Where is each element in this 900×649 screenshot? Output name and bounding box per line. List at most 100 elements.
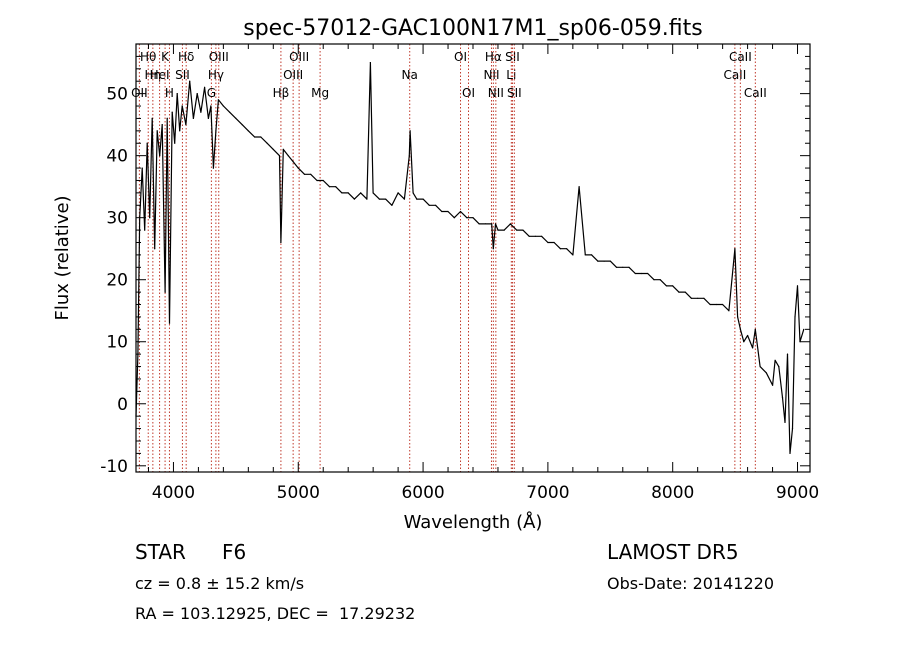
spectrum-point bbox=[678, 291, 680, 293]
line-marker-label: H bbox=[165, 86, 174, 100]
spectrum-point bbox=[141, 167, 143, 169]
spectrum-point bbox=[781, 397, 784, 399]
line-marker-label: OI bbox=[454, 50, 467, 64]
spectrum-point bbox=[492, 248, 494, 250]
spectrum-point bbox=[222, 105, 224, 107]
spectrum-point bbox=[137, 353, 139, 355]
line-marker-label: G bbox=[207, 86, 216, 100]
spectrum-point bbox=[310, 173, 312, 175]
spectrum-point bbox=[441, 210, 443, 213]
x-axis-label: Wavelength (Å) bbox=[404, 511, 543, 533]
spectrum-point bbox=[709, 303, 711, 306]
y-axis-label: Flux (relative) bbox=[52, 195, 73, 320]
spectrum-point bbox=[159, 155, 161, 157]
spectrum-point bbox=[572, 254, 574, 256]
spectrum-point bbox=[391, 204, 393, 206]
spectrum-point bbox=[280, 241, 282, 244]
spectrum-point bbox=[541, 235, 543, 237]
spectrum-point bbox=[378, 198, 380, 200]
spectrum-point bbox=[634, 272, 636, 275]
spectrum-point bbox=[799, 341, 801, 343]
coordinates-text: RA = 103.12925, DEC = 17.29232 bbox=[135, 604, 416, 623]
x-tick-label: 9000 bbox=[776, 483, 819, 503]
spectrum-point bbox=[752, 347, 754, 349]
spectrum-point bbox=[453, 217, 455, 219]
spectrum-point bbox=[615, 266, 618, 268]
line-marker-label: Hγ bbox=[208, 68, 224, 82]
spectrum-point bbox=[697, 297, 699, 299]
line-marker-label: SII bbox=[507, 86, 522, 100]
spectrum-point bbox=[435, 204, 437, 206]
line-marker-label: OI bbox=[462, 86, 475, 100]
spectrum-point bbox=[174, 142, 176, 144]
object-subclass: F6 bbox=[222, 540, 247, 564]
spectrum-point bbox=[154, 248, 156, 250]
spectrum-point bbox=[416, 198, 418, 200]
spectrum-point bbox=[786, 353, 789, 355]
spectrum-line bbox=[135, 61, 805, 454]
spectrum-point bbox=[509, 223, 511, 225]
line-marker-label: Hη bbox=[145, 68, 162, 82]
spectrum-point bbox=[566, 248, 568, 250]
y-tick-label: 10 bbox=[106, 333, 128, 353]
line-marker-label: OIII bbox=[289, 50, 309, 64]
spectrum-point bbox=[672, 285, 674, 287]
line-marker-label: Hδ bbox=[178, 50, 194, 64]
line-marker-label: Li bbox=[506, 68, 516, 82]
spectrum-point bbox=[385, 198, 387, 200]
y-tick-label: 30 bbox=[106, 209, 128, 229]
y-tick-label: 0 bbox=[117, 395, 128, 415]
spectrum-point bbox=[466, 217, 468, 219]
spectrum-point bbox=[791, 428, 794, 430]
spectrum-point bbox=[665, 285, 668, 287]
spectrum-point bbox=[491, 223, 493, 225]
spectrum-point bbox=[215, 130, 217, 132]
spectrum-point bbox=[403, 198, 405, 200]
spectrum-point bbox=[774, 359, 776, 361]
spectrum-point bbox=[347, 192, 349, 194]
spectrum-point bbox=[743, 341, 745, 343]
spectrum-point bbox=[622, 266, 624, 268]
spectrum-point bbox=[166, 117, 168, 119]
spectrum-point bbox=[747, 334, 749, 337]
line-marker-label: HeI bbox=[150, 68, 170, 82]
redshift-text: cz = 0.8 ± 15.2 km/s bbox=[135, 574, 305, 593]
spectrum-point bbox=[316, 179, 318, 182]
spectrum-point bbox=[772, 384, 774, 386]
spectrum-point bbox=[292, 161, 294, 163]
spectrum-point bbox=[409, 130, 411, 132]
spectrum-point bbox=[503, 229, 505, 231]
line-marker-label: CaII bbox=[744, 86, 767, 100]
spectrum-point bbox=[408, 155, 410, 157]
line-marker-label: OIII bbox=[283, 68, 303, 82]
spectrum-point bbox=[653, 279, 655, 281]
spectrum-point bbox=[522, 229, 524, 231]
x-tick-label: 7000 bbox=[526, 483, 569, 503]
spectrum-point bbox=[328, 186, 331, 188]
x-tick-label: 5000 bbox=[277, 483, 320, 503]
obs-date: Obs-Date: 20141220 bbox=[607, 574, 775, 593]
spectrum-point bbox=[722, 303, 724, 306]
spectrum-point bbox=[179, 130, 181, 132]
spectrum-point bbox=[207, 117, 209, 119]
line-marker-label: SII bbox=[175, 68, 190, 82]
spectrum-point bbox=[260, 136, 262, 138]
spectrum-point bbox=[303, 173, 306, 175]
spectrum-point bbox=[181, 105, 183, 107]
spectrum-point bbox=[528, 235, 530, 237]
spectrum-point bbox=[185, 124, 187, 126]
spectrum-point bbox=[204, 86, 206, 88]
spectrum-point bbox=[192, 117, 194, 119]
spectrum-point bbox=[784, 421, 786, 423]
spectrum-point bbox=[151, 117, 153, 119]
object-class: STAR bbox=[135, 540, 186, 564]
spectrum-point bbox=[497, 229, 499, 231]
spectrum-point bbox=[459, 210, 462, 213]
spectrum-point bbox=[287, 155, 289, 157]
spectrum-point bbox=[647, 272, 649, 275]
spectrum-point bbox=[412, 192, 414, 194]
spectrum-point bbox=[794, 316, 796, 318]
spectrum-point bbox=[171, 111, 173, 113]
line-marker-label: OII bbox=[131, 86, 148, 100]
line-marker-label: NII bbox=[488, 86, 504, 100]
